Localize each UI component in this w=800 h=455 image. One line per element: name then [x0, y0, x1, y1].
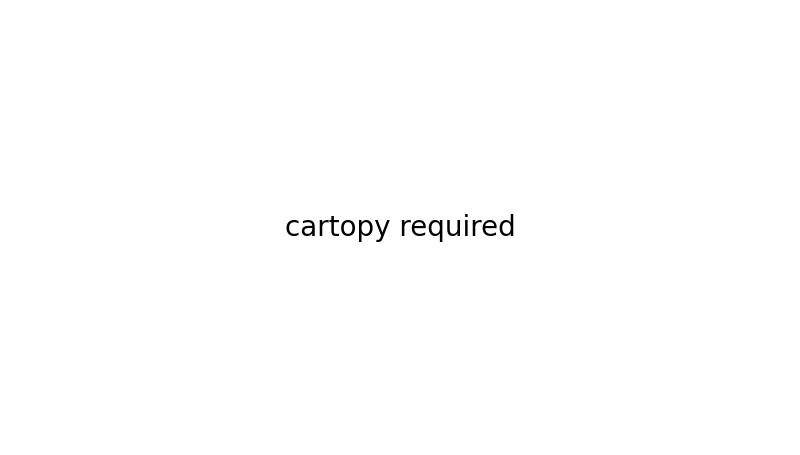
- Text: cartopy required: cartopy required: [285, 213, 515, 242]
